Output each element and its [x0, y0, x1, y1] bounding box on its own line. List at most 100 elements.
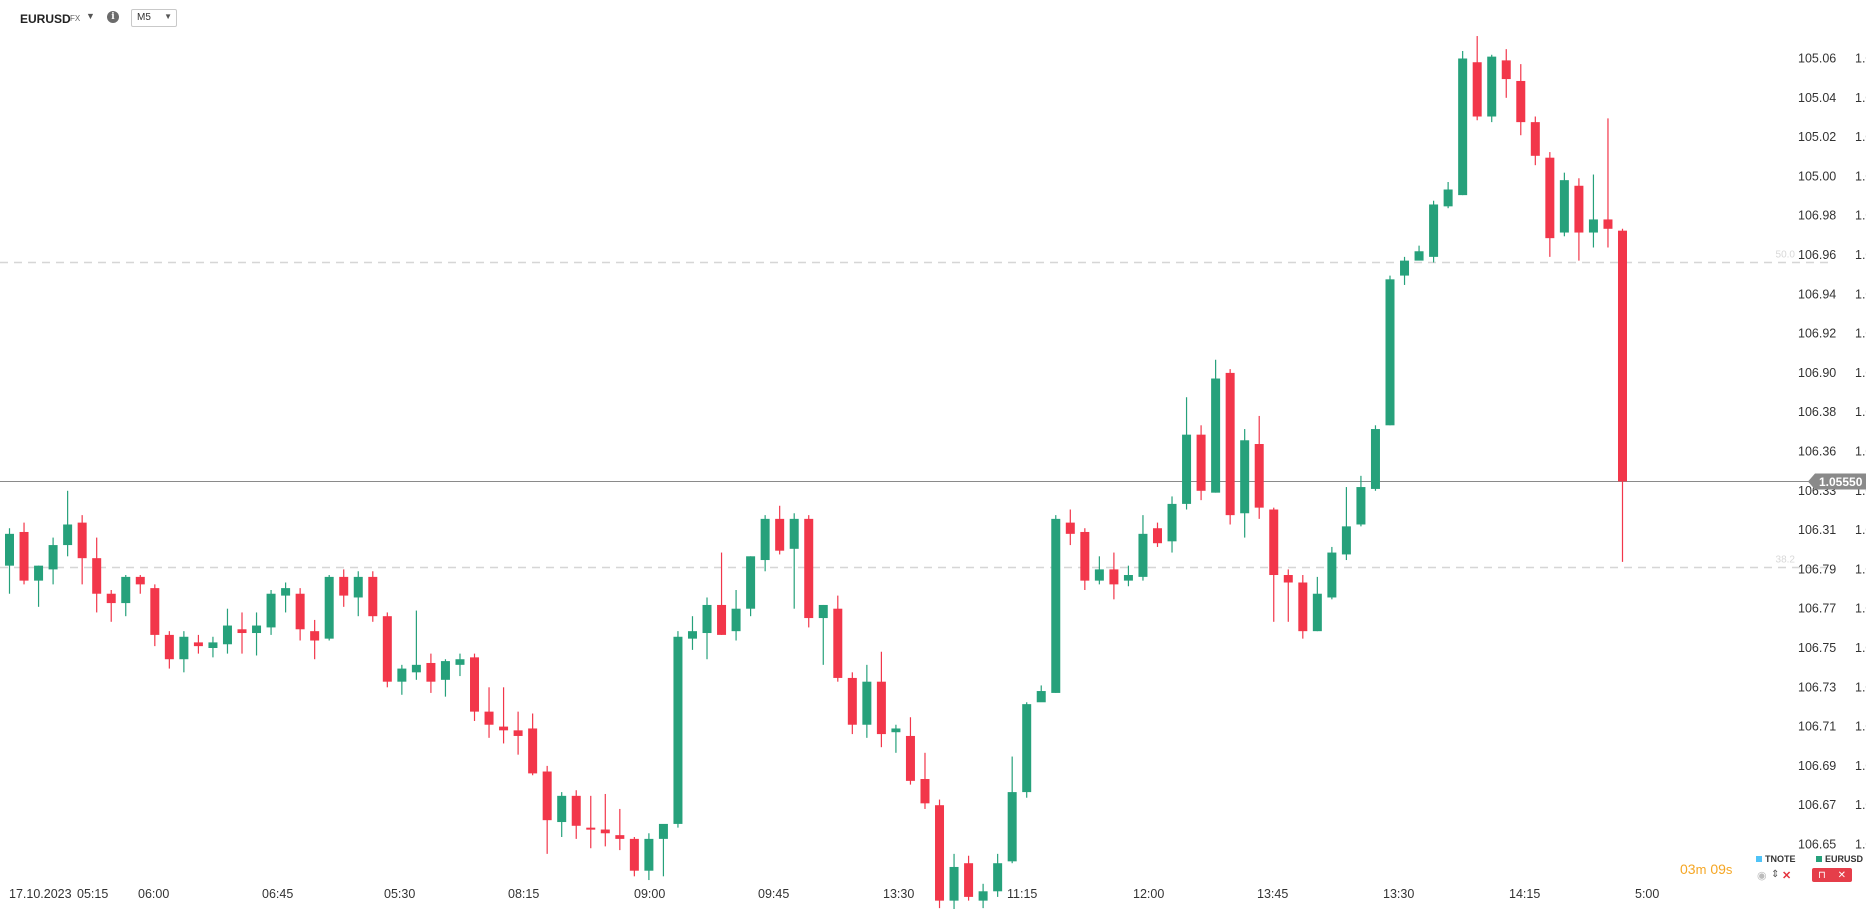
candle-body[interactable] — [586, 827, 596, 830]
candle-body[interactable] — [411, 664, 421, 673]
candle-body[interactable] — [426, 662, 436, 682]
candle-body[interactable] — [397, 668, 407, 682]
candle-body[interactable] — [382, 616, 392, 682]
candle-body[interactable] — [1022, 704, 1032, 793]
candle-body[interactable] — [1501, 60, 1511, 80]
candle-body[interactable] — [673, 636, 683, 824]
candle-body[interactable] — [353, 576, 363, 598]
candle-body[interactable] — [818, 604, 828, 619]
candle-body[interactable] — [1516, 80, 1526, 123]
candle-body[interactable] — [339, 576, 349, 596]
candle-body[interactable] — [281, 588, 291, 596]
candle-body[interactable] — [179, 636, 189, 660]
candle-body[interactable] — [702, 604, 712, 634]
candle-body[interactable] — [1036, 691, 1046, 703]
candle-body[interactable] — [993, 863, 1003, 892]
candle-body[interactable] — [1298, 582, 1308, 632]
up-down-icon[interactable]: ⇕ — [1771, 869, 1780, 880]
candle-body[interactable] — [1400, 260, 1410, 276]
candle-body[interactable] — [1065, 522, 1075, 534]
candle-body[interactable] — [615, 835, 625, 839]
candle-body[interactable] — [528, 728, 538, 774]
candle-body[interactable] — [1327, 552, 1337, 598]
legend-item-tnote[interactable]: TNOTE — [1756, 854, 1796, 864]
candle-body[interactable] — [1109, 569, 1119, 585]
candle-body[interactable] — [252, 625, 262, 634]
candle-body[interactable] — [731, 608, 741, 632]
candle-body[interactable] — [978, 891, 988, 901]
candle-body[interactable] — [1370, 429, 1380, 489]
candle-body[interactable] — [1094, 569, 1104, 581]
candle-body[interactable] — [1429, 204, 1439, 257]
candle-body[interactable] — [542, 771, 552, 821]
candle-body[interactable] — [876, 681, 886, 735]
candle-body[interactable] — [1240, 440, 1250, 514]
candle-body[interactable] — [1574, 185, 1584, 233]
candle-body[interactable] — [1254, 444, 1264, 508]
candle-body[interactable] — [1211, 378, 1221, 493]
candle-body[interactable] — [1283, 575, 1293, 583]
candle-body[interactable] — [193, 642, 203, 647]
candle-body[interactable] — [658, 823, 668, 839]
candle-body[interactable] — [760, 518, 770, 561]
candle-body[interactable] — [1080, 531, 1090, 581]
candle-body[interactable] — [63, 524, 73, 546]
candle-body[interactable] — [1588, 219, 1598, 233]
candle-body[interactable] — [1152, 528, 1162, 544]
eye-icon[interactable]: ◉ — [1757, 870, 1767, 882]
info-icon[interactable]: i — [107, 11, 119, 23]
candle-body[interactable] — [746, 556, 756, 609]
candle-body[interactable] — [92, 558, 102, 594]
candle-body[interactable] — [1138, 533, 1148, 577]
candle-body[interactable] — [1182, 434, 1192, 504]
candle-body[interactable] — [1225, 372, 1235, 516]
candle-body[interactable] — [368, 576, 378, 617]
candle-body[interactable] — [150, 588, 160, 635]
candle-body[interactable] — [644, 838, 654, 871]
candle-body[interactable] — [571, 795, 581, 826]
candle-body[interactable] — [1356, 487, 1366, 525]
candle-body[interactable] — [237, 629, 247, 634]
legend-item-eurusd[interactable]: EURUSD — [1816, 854, 1863, 864]
candle-body[interactable] — [905, 735, 915, 781]
candle-body[interactable] — [222, 625, 232, 645]
candle-body[interactable] — [1051, 518, 1061, 693]
candle-body[interactable] — [717, 604, 727, 635]
timeframe-select[interactable]: M5 ▼ — [131, 9, 177, 27]
candle-body[interactable] — [164, 634, 174, 660]
candle-body[interactable] — [1443, 189, 1453, 207]
candle-body[interactable] — [121, 576, 131, 604]
candle-body[interactable] — [1341, 526, 1351, 555]
candle-body[interactable] — [34, 565, 44, 581]
candle-body[interactable] — [455, 659, 465, 665]
candle-body[interactable] — [789, 518, 799, 549]
candle-body[interactable] — [1269, 509, 1279, 576]
candle-body[interactable] — [19, 531, 29, 581]
series-badge[interactable]: ⊓ ✕ — [1812, 868, 1852, 882]
candle-body[interactable] — [5, 533, 14, 566]
candle-body[interactable] — [687, 631, 697, 639]
candle-body[interactable] — [106, 593, 116, 604]
candle-body[interactable] — [1414, 251, 1424, 261]
candle-body[interactable] — [557, 795, 567, 823]
candle-body[interactable] — [964, 863, 974, 897]
candle-body[interactable] — [833, 608, 843, 678]
candle-body[interactable] — [499, 726, 509, 731]
candle-body[interactable] — [847, 677, 857, 725]
chevron-down-icon[interactable]: ▼ — [86, 11, 95, 21]
candle-body[interactable] — [1385, 279, 1395, 426]
candle-body[interactable] — [484, 711, 494, 725]
candle-body[interactable] — [208, 642, 218, 648]
candle-body[interactable] — [1545, 157, 1555, 239]
candle-body[interactable] — [862, 681, 872, 725]
candle-body[interactable] — [77, 522, 87, 559]
candle-body[interactable] — [949, 866, 959, 901]
candle-body[interactable] — [891, 728, 901, 733]
candle-body[interactable] — [935, 805, 945, 901]
candle-body[interactable] — [48, 545, 58, 570]
candle-body[interactable] — [295, 593, 305, 630]
candle-body[interactable] — [1007, 792, 1017, 862]
candle-body[interactable] — [804, 518, 814, 619]
candle-body[interactable] — [775, 518, 785, 551]
